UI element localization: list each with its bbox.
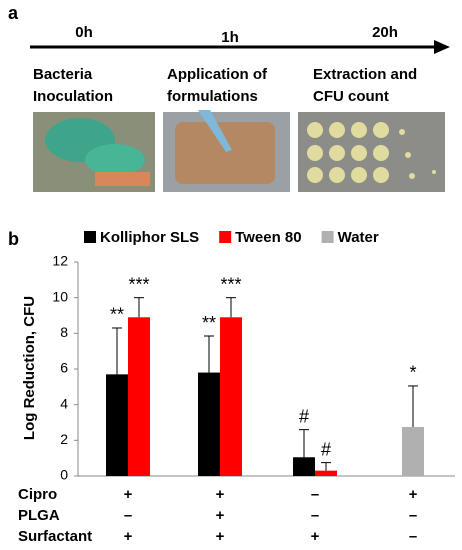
significance-label: # (321, 439, 331, 459)
legend-swatch (321, 231, 334, 243)
legend-label: Tween 80 (235, 229, 301, 246)
condition-mark: – (409, 528, 417, 545)
condition-mark: – (311, 507, 319, 524)
bar (315, 470, 337, 476)
step-label: Extraction and (313, 66, 417, 83)
bar (402, 426, 424, 476)
y-tick-label: 10 (52, 288, 68, 304)
step-label: Inoculation (33, 88, 113, 105)
error-bar (134, 297, 144, 318)
step-label: formulations (167, 88, 258, 105)
condition-mark: + (409, 486, 418, 503)
y-tick-label: 2 (60, 431, 68, 447)
arrow-head (434, 40, 450, 54)
error-bar (226, 297, 236, 318)
bar (106, 374, 128, 476)
photo-plates (298, 112, 445, 192)
step-label: Bacteria (33, 66, 93, 83)
error-bar (321, 462, 331, 471)
condition-mark: – (124, 507, 132, 524)
condition-mark: + (124, 528, 133, 545)
significance-label: ** (110, 305, 124, 325)
condition-label: Surfactant (18, 528, 92, 545)
significance-label: ** (202, 313, 216, 333)
legend-label: Kolliphor SLS (100, 229, 199, 246)
photo-application (163, 110, 290, 192)
time-label: 20h (372, 24, 398, 41)
condition-mark: + (216, 507, 225, 524)
legend-swatch (219, 231, 232, 243)
significance-label: * (409, 363, 416, 383)
error-bar (204, 335, 214, 373)
condition-label: PLGA (18, 507, 60, 524)
y-tick-label: 12 (52, 253, 68, 269)
error-bar (408, 385, 418, 427)
y-tick-label: 0 (60, 467, 68, 483)
condition-mark: + (311, 528, 320, 545)
significance-label: # (299, 406, 309, 426)
significance-label: *** (128, 274, 149, 294)
bar (220, 317, 242, 476)
panel-label: a (8, 3, 19, 23)
time-label: 0h (75, 24, 93, 41)
step-label: CFU count (313, 88, 389, 105)
y-tick-label: 4 (60, 395, 68, 411)
condition-mark: + (124, 486, 133, 503)
error-bar (112, 327, 122, 375)
significance-label: *** (220, 274, 241, 294)
bar (198, 372, 220, 476)
y-axis-label: Log Reduction, CFU (21, 296, 38, 440)
error-bar (299, 429, 309, 458)
condition-label: Cipro (18, 486, 57, 503)
condition-mark: – (409, 507, 417, 524)
y-tick-label: 8 (60, 324, 68, 340)
bar (293, 457, 315, 476)
legend-label: Water (338, 229, 379, 246)
condition-mark: – (311, 486, 319, 503)
legend-swatch (84, 231, 96, 243)
step-label: Application of (167, 66, 268, 83)
photo-inoculation (33, 112, 155, 192)
condition-mark: + (216, 486, 225, 503)
bar (128, 317, 150, 476)
condition-mark: + (216, 528, 225, 545)
time-label: 1h (221, 29, 239, 46)
panel-label: b (8, 229, 19, 249)
y-tick-label: 6 (60, 360, 68, 376)
